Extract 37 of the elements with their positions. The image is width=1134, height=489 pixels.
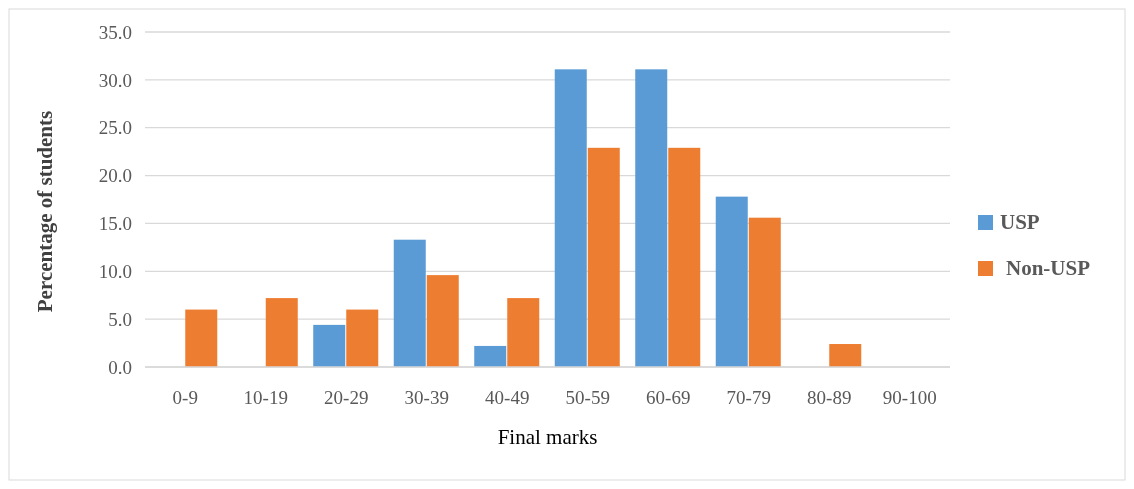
bar [554, 69, 587, 367]
bar [829, 344, 862, 367]
y-tick-label: 30.0 [98, 69, 132, 91]
x-axis-title: Final marks [497, 425, 598, 449]
bar [313, 324, 346, 367]
y-tick-label: 35.0 [98, 21, 132, 43]
bar [185, 309, 218, 367]
y-tick-label: 15.0 [98, 213, 132, 235]
x-tick-label: 70-79 [726, 387, 771, 408]
legend-label: USP [1000, 210, 1040, 235]
x-tick-label: 50-59 [565, 387, 610, 408]
bar [668, 147, 701, 367]
x-tick-label: 10-19 [243, 387, 288, 408]
x-tick-label: 60-69 [646, 387, 691, 408]
x-tick-label: 20-29 [324, 387, 369, 408]
x-tick-label: 40-49 [485, 387, 530, 408]
y-tick-label: 10.0 [98, 260, 132, 282]
bar [715, 196, 748, 367]
y-tick-label: 20.0 [98, 165, 132, 187]
y-tick-label: 0.0 [108, 356, 132, 378]
x-tick-label: 80-89 [807, 387, 852, 408]
bar [474, 345, 507, 367]
x-tick-label: 30-39 [404, 387, 449, 408]
y-tick-label: 25.0 [98, 117, 132, 139]
bar [635, 69, 668, 367]
bar [587, 147, 620, 367]
y-tick-label: 5.0 [108, 308, 132, 330]
x-tick-label: 0-9 [172, 387, 198, 408]
bar [265, 298, 298, 367]
bar [346, 309, 379, 367]
bar [748, 217, 781, 367]
legend-label: Non-USP [1006, 256, 1091, 281]
y-axis-title: Percentage of students [33, 110, 57, 313]
bar [426, 275, 459, 367]
bar [507, 298, 540, 367]
x-tick-label: 90-100 [882, 387, 937, 408]
bar [393, 239, 426, 367]
